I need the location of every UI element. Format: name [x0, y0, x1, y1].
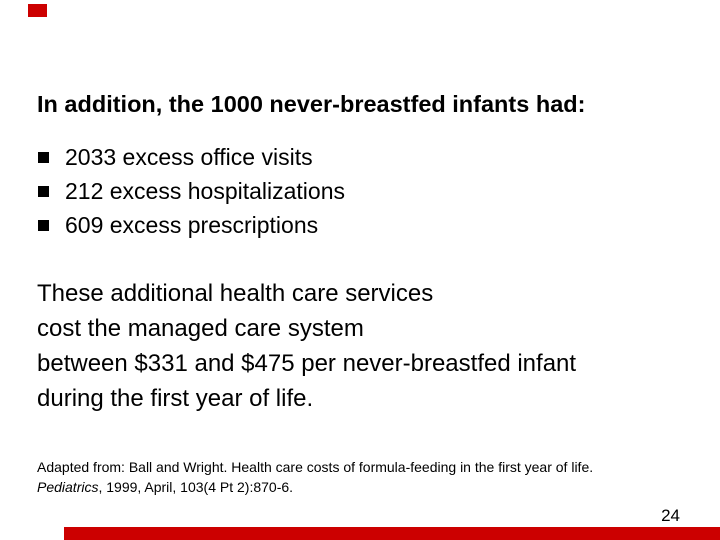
bullet-item: 609 excess prescriptions [38, 208, 638, 242]
bullet-item: 212 excess hospitalizations [38, 174, 638, 208]
page-number: 24 [661, 506, 680, 525]
square-bullet-icon [38, 152, 49, 163]
statement-line: These additional health care services [37, 280, 434, 307]
citation-text: Adapted from: Ball and Wright. Health ca… [37, 459, 594, 475]
citation: Adapted from: Ball and Wright. Health ca… [37, 458, 692, 497]
bullet-text: 212 excess hospitalizations [65, 178, 345, 204]
slide-title: In addition, the 1000 never-breastfed in… [37, 90, 586, 117]
statement-paragraph: These additional health care services co… [37, 276, 677, 416]
bullet-text: 2033 excess office visits [65, 144, 313, 170]
square-bullet-icon [38, 220, 49, 231]
bullet-list: 2033 excess office visits 212 excess hos… [38, 140, 638, 242]
square-bullet-icon [38, 186, 49, 197]
statement-line: between $331 and $475 per never-breastfe… [37, 350, 577, 377]
statement-line: cost the managed care system [37, 315, 364, 342]
statement-line: during the first year of life. [37, 385, 314, 412]
bullet-item: 2033 excess office visits [38, 140, 638, 174]
red-corner-mark [28, 4, 47, 17]
citation-reference: , 1999, April, 103(4 Pt 2):870-6. [98, 478, 294, 495]
red-bottom-bar [64, 527, 720, 540]
journal-name: Pediatrics [37, 478, 99, 495]
bullet-text: 609 excess prescriptions [65, 212, 319, 238]
